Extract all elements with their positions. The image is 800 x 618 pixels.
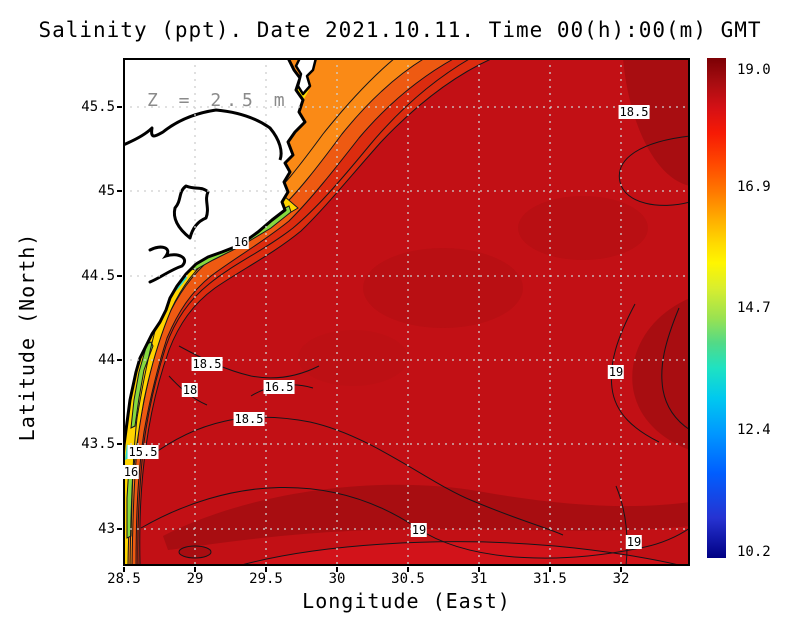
- x-tick-label: 32: [612, 571, 630, 587]
- x-tick-label: 31.5: [533, 571, 567, 587]
- contour-label: 16.5: [263, 380, 295, 394]
- y-tick-mark: [117, 359, 122, 361]
- contour-label: 15.5: [127, 445, 159, 459]
- gridlines: [123, 58, 690, 566]
- colorbar-tick-label: 16.9: [737, 179, 771, 195]
- colorbar-tick-label: 14.7: [737, 300, 771, 316]
- x-tick-label: 28.5: [107, 571, 141, 587]
- high-salinity-dark-regions: [163, 58, 690, 559]
- x-tick-mark: [549, 567, 551, 572]
- x-tick-mark: [620, 567, 622, 572]
- depth-annotation: Z = 2.5 m: [147, 90, 290, 111]
- x-tick-mark: [336, 567, 338, 572]
- x-axis-title: Longitude (East): [302, 589, 511, 613]
- map-plot-area: [121, 56, 691, 567]
- plot-frame: [123, 58, 690, 566]
- land-mask: [121, 56, 318, 462]
- delta-lagoon-outline: [172, 184, 210, 240]
- contour-label: 18.5: [191, 357, 223, 371]
- x-tick-mark: [407, 567, 409, 572]
- y-tick-label: 45: [98, 183, 115, 199]
- colorbar-tick-label: 19.0: [737, 62, 771, 78]
- y-axis-title: Latitude (North): [15, 232, 39, 442]
- x-tick-label: 29: [186, 571, 204, 587]
- x-tick-label: 31: [470, 571, 488, 587]
- y-tick-mark: [117, 528, 122, 530]
- lagoon-outline: [122, 108, 283, 161]
- colorbar-tick-label: 10.2: [737, 544, 771, 560]
- y-tick-label: 45.5: [81, 99, 115, 115]
- y-tick-mark: [117, 443, 122, 445]
- colorbar-tick-label: 12.4: [737, 422, 771, 438]
- x-tick-mark: [194, 567, 196, 572]
- contour-label: 19: [625, 535, 643, 549]
- x-tick-label: 30: [328, 571, 346, 587]
- chart-title: Salinity (ppt). Date 2021.10.11. Time 00…: [38, 18, 762, 42]
- salinity-heatmap-svg: [121, 56, 691, 567]
- contour-label: 18: [181, 383, 199, 397]
- island: [294, 56, 318, 96]
- x-tick-mark: [265, 567, 267, 572]
- contour-label: 18.5: [233, 412, 265, 426]
- x-tick-label: 29.5: [249, 571, 283, 587]
- y-tick-mark: [117, 275, 122, 277]
- colorbar: [707, 58, 726, 558]
- x-tick-label: 30.5: [391, 571, 425, 587]
- contour-label: 16: [232, 235, 250, 249]
- y-tick-mark: [117, 190, 122, 192]
- y-tick-label: 43: [98, 521, 115, 537]
- x-tick-mark: [123, 567, 125, 572]
- x-tick-mark: [478, 567, 480, 572]
- y-tick-mark: [117, 106, 122, 108]
- y-tick-label: 44: [98, 352, 115, 368]
- contour-label: 18.5: [618, 105, 650, 119]
- contour-label: 16: [122, 465, 140, 479]
- contour-label: 19: [410, 523, 428, 537]
- contour-label: 19: [607, 365, 625, 379]
- coastline: [121, 56, 307, 462]
- y-tick-label: 43.5: [81, 436, 115, 452]
- y-tick-label: 44.5: [81, 268, 115, 284]
- liman-outline: [148, 245, 187, 284]
